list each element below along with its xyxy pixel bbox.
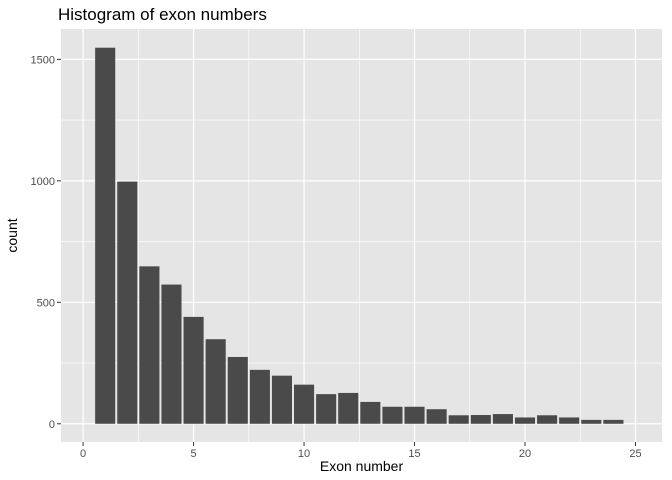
x-tick-label: 10	[298, 448, 310, 460]
histogram-bar	[382, 406, 403, 424]
histogram-bar	[492, 414, 513, 424]
histogram-bar	[95, 47, 116, 424]
histogram-bar	[581, 419, 602, 424]
y-tick-label: 1500	[31, 54, 55, 66]
y-tick-label: 1000	[31, 176, 55, 188]
histogram-bar	[161, 284, 182, 424]
histogram-bar	[426, 409, 447, 424]
histogram-bar	[139, 266, 160, 424]
y-tick-label: 500	[37, 297, 55, 309]
histogram-bar	[271, 375, 293, 424]
plot-panel	[61, 29, 662, 442]
histogram-bar	[338, 392, 359, 424]
y-axis: 0 500 1000 1500	[31, 54, 61, 431]
minor-gridlines	[61, 29, 662, 442]
histogram-bar	[227, 356, 248, 424]
x-axis: 0 5 10 15 20 25	[80, 442, 642, 460]
histogram-bar	[448, 415, 469, 424]
histogram-bar	[205, 339, 226, 424]
histogram-bar	[559, 417, 580, 424]
x-tick-label: 15	[408, 448, 420, 460]
x-tick-label: 5	[191, 448, 197, 460]
histogram-bar	[316, 394, 337, 424]
x-tick-label: 25	[629, 448, 641, 460]
histogram-bar	[404, 406, 425, 424]
x-tick-label: 20	[519, 448, 531, 460]
histogram-bar	[249, 369, 270, 424]
chart-title: Histogram of exon numbers	[58, 5, 267, 24]
x-tick-label: 0	[80, 448, 86, 460]
histogram-bar	[294, 384, 315, 424]
histogram-bar	[470, 415, 491, 424]
histogram-bar	[514, 417, 536, 424]
histogram-bar	[183, 316, 204, 424]
x-axis-title: Exon number	[320, 458, 404, 474]
histogram-bar	[603, 419, 624, 424]
y-tick-label: 0	[49, 419, 55, 431]
histogram-bars	[95, 47, 624, 424]
y-axis-title: count	[4, 218, 20, 252]
histogram-bar	[537, 415, 558, 424]
histogram-bar	[117, 181, 138, 424]
histogram-bar	[360, 401, 381, 424]
major-gridlines	[61, 29, 662, 442]
